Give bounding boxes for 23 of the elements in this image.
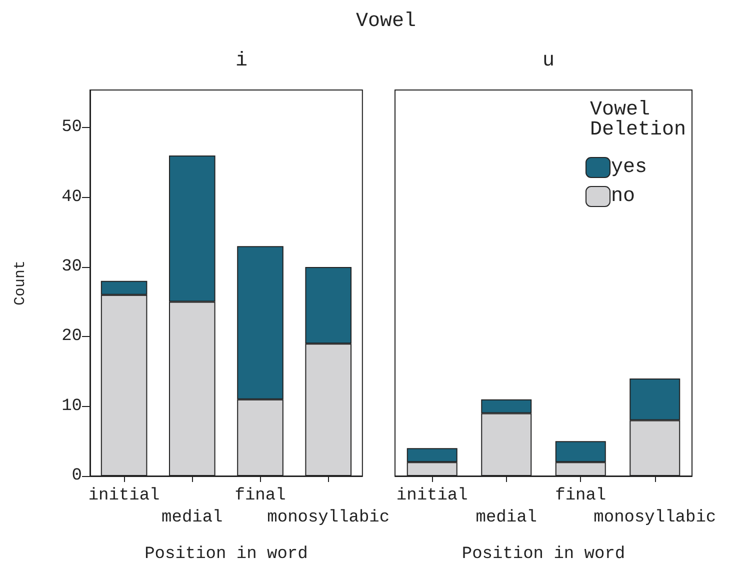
y-axis-title: Count <box>12 260 29 306</box>
legend-title: Vowel Deletion <box>590 98 686 142</box>
x-axis-title: Position in word <box>462 545 626 564</box>
y-tick-label: 10 <box>62 396 82 416</box>
x-tick-label: medial <box>476 508 537 528</box>
x-tick-label: final <box>555 486 606 506</box>
y-tick-label: 40 <box>62 188 82 207</box>
x-tick-label: initial <box>396 486 468 506</box>
chart-title: Vowel <box>354 10 417 33</box>
x-tick-label: final <box>234 486 286 506</box>
x-tick-label: monosyllabic <box>594 508 716 528</box>
legend-label: no <box>610 185 636 208</box>
chart-subtitle: i <box>235 50 248 72</box>
y-tick-label: 30 <box>62 257 82 276</box>
chart-subtitle: u <box>542 50 555 72</box>
y-tick-label: 20 <box>62 327 82 346</box>
x-tick-label: initial <box>88 486 160 506</box>
y-tick-label: 50 <box>62 118 82 138</box>
y-tick-label: 0 <box>72 466 82 486</box>
x-tick-label: medial <box>162 508 223 528</box>
x-tick-label: monosyllabic <box>267 508 390 528</box>
legend-label: yes <box>610 156 648 179</box>
x-axis-title: Position in word <box>144 545 308 564</box>
